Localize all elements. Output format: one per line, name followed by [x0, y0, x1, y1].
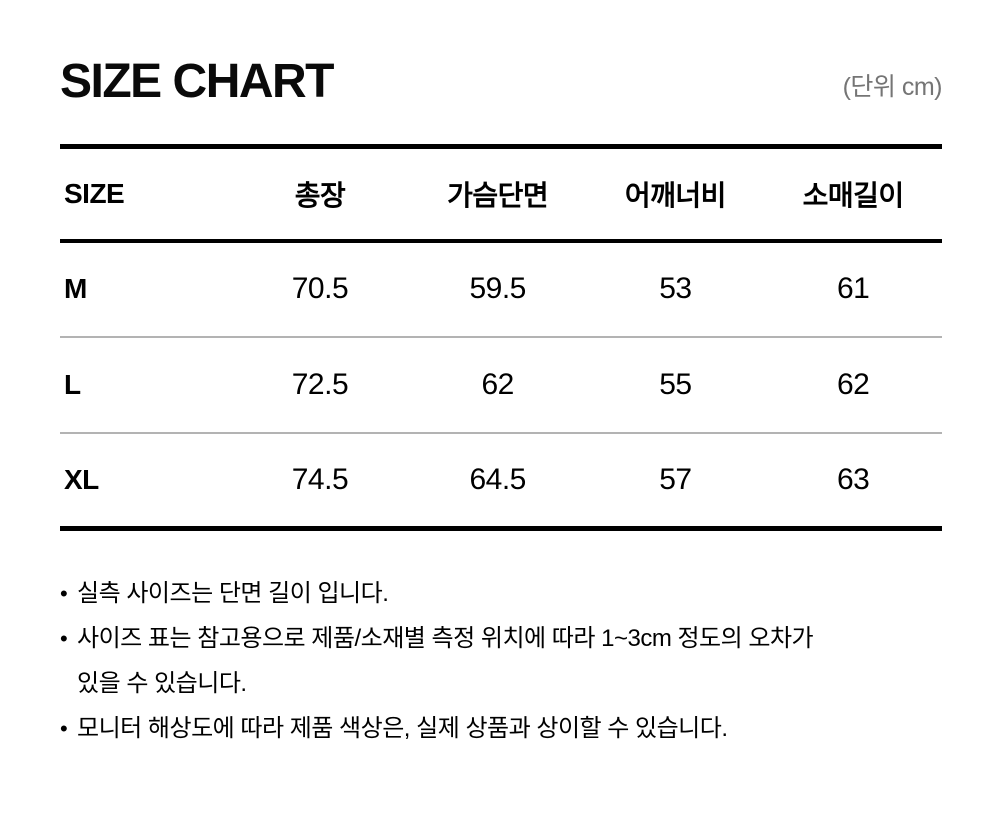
cell-xl-sleeve-length: 63 — [836, 462, 870, 496]
footnote-measured-size: • 실측 사이즈는 단면 길이 입니다. — [60, 571, 942, 616]
size-table: SIZE 총장 가슴단면 어깨너비 소매길이 M 70.5 59.5 53 61… — [60, 144, 942, 531]
column-header-size: SIZE — [60, 146, 232, 243]
cell-l-shoulder-width: 55 — [659, 367, 692, 401]
cell-m-shoulder-width: 53 — [659, 272, 692, 305]
cell-l-chest-width: 62 — [481, 367, 514, 401]
cell-xl-chest-width: 64.5 — [469, 462, 526, 496]
column-header-total-length: 총장 — [231, 146, 409, 243]
cell-m-sleeve-length: 61 — [836, 272, 870, 305]
cell-l-total-length: 72.5 — [291, 367, 349, 401]
cell-l-sleeve-length: 62 — [836, 367, 870, 401]
size-label-l: L — [64, 368, 81, 400]
column-header-shoulder-width: 어깨너비 — [586, 146, 765, 243]
table-row-m: M 70.5 59.5 53 61 — [60, 241, 942, 337]
unit-label: (단위 cm) — [842, 73, 943, 101]
footnote-text: 실측 사이즈는 단면 길이 입니다. — [77, 580, 389, 607]
size-table-body: M 70.5 59.5 53 61 L 72.5 62 55 62 XL 74.… — [60, 241, 942, 529]
cell-xl-shoulder-width: 57 — [659, 462, 692, 496]
footnote-text: 사이즈 표는 참고용으로 제품/소재별 측정 위치에 따라 1~3cm 정도의 … — [77, 625, 814, 697]
size-label-m: M — [64, 273, 87, 304]
size-label-xl: XL — [64, 463, 99, 495]
bullet-icon: • — [60, 581, 68, 606]
header-row: SIZE 총장 가슴단면 어깨너비 소매길이 — [60, 146, 942, 243]
page-header: SIZE CHART (단위 cm) — [60, 55, 943, 108]
page-title: SIZE CHART — [60, 55, 335, 108]
cell-m-total-length: 70.5 — [291, 272, 349, 305]
bullet-icon: • — [60, 626, 68, 651]
bullet-icon: • — [60, 716, 68, 741]
size-table-header: SIZE 총장 가슴단면 어깨너비 소매길이 — [60, 146, 942, 243]
table-row-l: L 72.5 62 55 62 — [60, 337, 942, 433]
table-row-xl: XL 74.5 64.5 57 63 — [60, 433, 942, 529]
column-header-chest-width: 가슴단면 — [408, 146, 587, 243]
cell-m-chest-width: 59.5 — [469, 272, 526, 305]
column-header-sleeve-length: 소매길이 — [764, 146, 942, 243]
footnote-monitor-color: • 모니터 해상도에 따라 제품 색상은, 실제 상품과 상이할 수 있습니다. — [60, 706, 942, 751]
footnotes: • 실측 사이즈는 단면 길이 입니다. • 사이즈 표는 참고용으로 제품/소… — [60, 571, 942, 751]
cell-xl-total-length: 74.5 — [291, 462, 349, 496]
footnote-tolerance: • 사이즈 표는 참고용으로 제품/소재별 측정 위치에 따라 1~3cm 정도… — [60, 616, 942, 706]
footnote-text: 모니터 해상도에 따라 제품 색상은, 실제 상품과 상이할 수 있습니다. — [77, 715, 728, 742]
